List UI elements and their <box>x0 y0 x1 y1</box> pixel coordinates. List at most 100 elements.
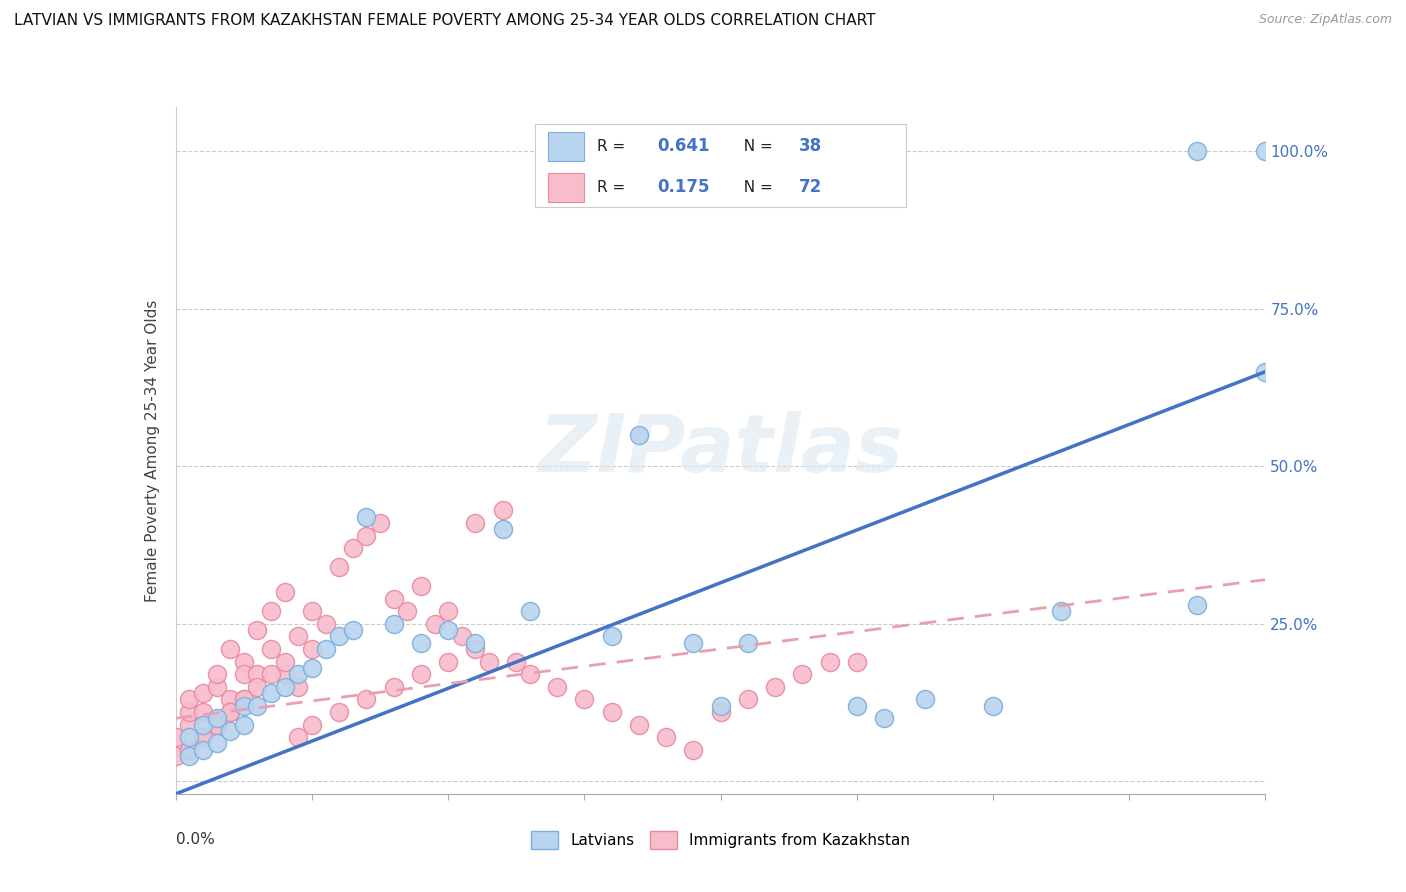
Point <box>191 743 214 757</box>
Point <box>205 717 228 731</box>
Point <box>818 655 841 669</box>
Point <box>464 516 486 530</box>
Point <box>763 680 786 694</box>
Point <box>260 642 283 657</box>
Point <box>437 655 460 669</box>
Text: R =: R = <box>598 180 630 194</box>
Point <box>274 655 297 669</box>
Point <box>232 667 254 681</box>
Point <box>219 723 242 738</box>
Point <box>492 503 515 517</box>
Point <box>315 616 337 631</box>
Point <box>179 743 201 757</box>
Point <box>260 686 283 700</box>
Point <box>409 635 432 649</box>
Point <box>627 717 650 731</box>
Point <box>205 736 228 750</box>
Point <box>191 730 214 744</box>
Text: N =: N = <box>734 138 778 153</box>
Point <box>519 604 541 618</box>
Point <box>845 698 868 713</box>
Point <box>246 623 269 637</box>
Point <box>737 692 759 706</box>
Point <box>274 585 297 599</box>
Point <box>627 427 650 442</box>
Point <box>165 730 187 744</box>
Point <box>423 616 446 631</box>
Point <box>914 692 936 706</box>
Point <box>179 717 201 731</box>
Point <box>368 516 391 530</box>
Point <box>574 692 596 706</box>
Point <box>301 717 323 731</box>
Point <box>179 705 201 719</box>
Point <box>179 730 201 744</box>
Point <box>179 749 201 764</box>
Point <box>287 667 309 681</box>
Text: LATVIAN VS IMMIGRANTS FROM KAZAKHSTAN FEMALE POVERTY AMONG 25-34 YEAR OLDS CORRE: LATVIAN VS IMMIGRANTS FROM KAZAKHSTAN FE… <box>14 13 876 29</box>
Point <box>301 642 323 657</box>
Point <box>191 730 214 744</box>
Point <box>873 711 896 725</box>
Point <box>737 635 759 649</box>
Point <box>356 509 378 524</box>
Point <box>328 560 350 574</box>
Point <box>342 541 364 555</box>
Point <box>328 705 350 719</box>
Point <box>301 604 323 618</box>
Point <box>505 655 527 669</box>
Point <box>287 730 309 744</box>
Point <box>356 528 378 542</box>
Point <box>232 717 254 731</box>
Point <box>437 623 460 637</box>
Point <box>382 680 405 694</box>
Y-axis label: Female Poverty Among 25-34 Year Olds: Female Poverty Among 25-34 Year Olds <box>145 300 160 601</box>
Point <box>382 616 405 631</box>
FancyBboxPatch shape <box>548 173 585 202</box>
Point <box>1254 144 1277 158</box>
Point <box>328 629 350 643</box>
Point <box>205 667 228 681</box>
Point <box>287 629 309 643</box>
Point <box>682 635 704 649</box>
Point <box>1187 598 1209 612</box>
Point <box>219 642 242 657</box>
Point <box>409 579 432 593</box>
Point <box>165 749 187 764</box>
Point <box>232 698 254 713</box>
Text: R =: R = <box>598 138 630 153</box>
Point <box>179 743 201 757</box>
Point <box>260 604 283 618</box>
Point <box>191 705 214 719</box>
Point <box>600 629 623 643</box>
Text: 0.641: 0.641 <box>658 137 710 155</box>
Point <box>845 655 868 669</box>
Text: ZIPatlas: ZIPatlas <box>538 411 903 490</box>
Point <box>342 623 364 637</box>
Point <box>315 642 337 657</box>
Text: N =: N = <box>734 180 778 194</box>
Point <box>232 692 254 706</box>
Point <box>1187 144 1209 158</box>
Point <box>450 629 472 643</box>
Point <box>274 667 297 681</box>
Point <box>301 661 323 675</box>
Point <box>205 680 228 694</box>
Point <box>655 730 678 744</box>
Text: 72: 72 <box>799 178 823 196</box>
Point <box>179 692 201 706</box>
Point <box>519 667 541 681</box>
Point <box>191 686 214 700</box>
Point <box>1050 604 1073 618</box>
Point <box>546 680 568 694</box>
Point <box>437 604 460 618</box>
Point <box>792 667 814 681</box>
Point <box>205 711 228 725</box>
Point <box>396 604 419 618</box>
Point <box>274 680 297 694</box>
Point <box>382 591 405 606</box>
Point <box>260 667 283 681</box>
FancyBboxPatch shape <box>536 124 905 207</box>
Point <box>464 642 486 657</box>
Text: 38: 38 <box>799 137 823 155</box>
